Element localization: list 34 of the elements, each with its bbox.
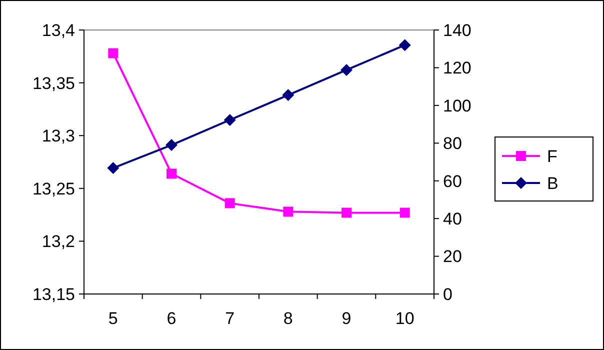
point xyxy=(400,208,410,218)
point xyxy=(166,168,176,179)
y2-tick-label: 100 xyxy=(443,96,472,116)
point xyxy=(224,198,235,208)
y-tick-label: 13,35 xyxy=(32,74,75,93)
x-tick-label: 7 xyxy=(225,309,235,328)
x-tick-label: 5 xyxy=(108,309,118,328)
point xyxy=(107,162,120,174)
y2-tick-label: 0 xyxy=(443,284,452,304)
x-tick-label: 9 xyxy=(342,309,352,328)
point xyxy=(398,39,411,52)
point xyxy=(342,208,352,218)
legend-label: F xyxy=(547,146,558,166)
y2-tick-label: 40 xyxy=(443,210,462,229)
y-tick-label: 13,15 xyxy=(32,284,75,304)
x-tick-label: 6 xyxy=(166,309,176,328)
point xyxy=(166,139,178,152)
x-tick-label: 8 xyxy=(283,309,293,328)
point xyxy=(282,89,294,102)
y2-tick-label: 80 xyxy=(443,134,462,154)
y2-tick-label: 140 xyxy=(443,20,472,40)
legend-label: B xyxy=(547,174,558,193)
y-tick-label: 13,4 xyxy=(42,20,75,40)
point xyxy=(283,206,294,217)
x-tick-label: 10 xyxy=(395,309,414,328)
y-tick-label: 13,3 xyxy=(42,126,75,146)
y2-tick-label: 120 xyxy=(443,58,472,78)
y2-tick-label: 60 xyxy=(443,172,462,191)
y-tick-label: 13,25 xyxy=(32,179,75,198)
point xyxy=(340,64,352,76)
point xyxy=(224,114,236,126)
point xyxy=(108,48,118,58)
y2-tick-label: 20 xyxy=(443,247,462,266)
y-tick-label: 13,2 xyxy=(42,232,75,252)
